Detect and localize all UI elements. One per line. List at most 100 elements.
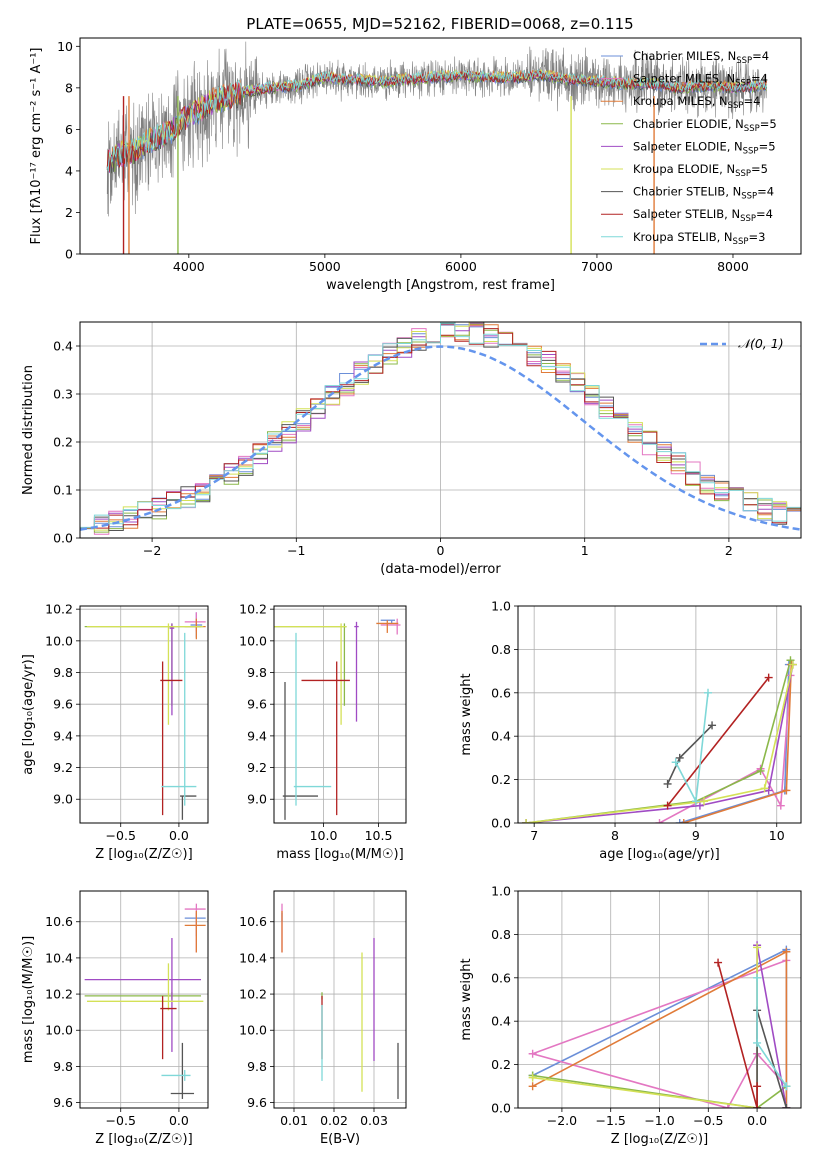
x-axis-label: Z [log₁₀(Z/Z☉)]	[95, 1132, 192, 1147]
weight-series-7	[666, 724, 713, 785]
x-tick-label: −0.5	[106, 828, 136, 843]
y-tick-label: 9.8	[53, 665, 73, 680]
weight-series-2	[659, 675, 792, 823]
y-tick-label: 0.6	[491, 685, 511, 700]
panel-mass-vs-Z: −0.5 0.0 9.6 9.8 10.0 10.2 10.4 10.6 Z [log₁₀(Z/…	[21, 890, 209, 1147]
weight-marker	[788, 660, 797, 669]
weight-series-4	[525, 660, 792, 823]
weight-marker	[756, 766, 765, 775]
weight-marker	[708, 721, 717, 730]
axes-frame	[79, 605, 209, 824]
x-tick-label: 0.0	[169, 828, 189, 843]
axes-frame	[517, 890, 802, 1109]
x-tick-label: −1	[287, 543, 305, 558]
y-tick-label: 0.2	[53, 435, 73, 450]
x-tick-label: 0.0	[747, 1113, 767, 1128]
y-tick-label: 0.4	[491, 1014, 511, 1029]
y-tick-label: 0.8	[491, 927, 511, 942]
x-tick-label: 5000	[309, 259, 341, 274]
x-tick-label: 1	[581, 543, 589, 558]
y-tick-label: 2	[65, 205, 73, 220]
y-tick-label: 0.2	[491, 772, 511, 787]
axes-frame	[79, 890, 209, 1109]
plot-area	[522, 656, 797, 823]
y-tick-label: 9.8	[247, 1059, 267, 1074]
weight-marker	[675, 753, 684, 762]
weight-series-8	[666, 677, 770, 807]
x-tick-label: 4000	[173, 259, 205, 274]
weight-marker	[714, 958, 723, 967]
weight-marker	[753, 1104, 762, 1108]
histogram-series-9	[80, 322, 801, 538]
y-tick-label: 1.0	[491, 599, 511, 614]
weight-marker	[782, 947, 791, 956]
x-tick-label: −1.5	[596, 1113, 626, 1128]
model-spectrum-9	[106, 68, 768, 171]
y-tick-label: 9.6	[247, 697, 267, 712]
weight-marker	[528, 1049, 537, 1058]
y-tick-label: 10.6	[45, 914, 73, 929]
axes-frame	[79, 321, 802, 539]
axes-frame	[517, 605, 802, 824]
y-tick-label: 9.6	[53, 697, 73, 712]
x-tick-label: 2	[725, 543, 733, 558]
y-tick-label: 10.2	[239, 987, 267, 1002]
y-axis-label: mass [log₁₀(M/M☉)]	[21, 936, 36, 1063]
y-tick-label: 8	[65, 80, 73, 95]
x-tick-label: 8	[611, 828, 619, 843]
weight-marker	[699, 797, 708, 806]
x-tick-label: 10	[769, 828, 785, 843]
weight-marker	[522, 819, 531, 823]
y-tick-label: 0.4	[53, 339, 73, 354]
panel-weight-vs-Z: −2.0 −1.5 −1.0 −0.5 0.0 0.0 0.2 0.4 0.6 0.8 1.0 Z […	[459, 884, 802, 1147]
weight-marker	[764, 673, 773, 682]
weight-marker	[655, 819, 664, 823]
x-tick-label: −1.0	[644, 1113, 674, 1128]
weight-series-5	[526, 664, 794, 823]
plot-area	[84, 903, 206, 1099]
weight-marker	[782, 1104, 791, 1108]
legend-entry: Kroupa MILES, NSSP=4	[633, 94, 760, 111]
weight-marker	[663, 779, 672, 788]
weight-series-6	[526, 664, 794, 823]
panel-weight-vs-age: 7 8 9 10 0.0 0.2 0.4 0.6 0.8 1.0 age [log₁₀(age/yr…	[459, 599, 802, 862]
weight-marker	[671, 758, 680, 767]
y-tick-label: 10	[57, 39, 73, 54]
weight-marker	[679, 819, 688, 823]
panel-spectrum: 4000 5000 6000 7000 8000 0 2 4 6 8 10 wavelength [A…	[29, 37, 802, 293]
y-tick-label: 9.4	[53, 728, 73, 743]
weight-marker	[675, 819, 684, 823]
x-tick-label: −2.0	[547, 1113, 577, 1128]
axes-frame	[79, 37, 802, 255]
weight-marker	[704, 688, 713, 697]
y-axis-label: mass weight	[459, 958, 474, 1040]
y-tick-label: 10.4	[45, 950, 73, 965]
x-tick-label: 0.01	[280, 1113, 308, 1128]
plot-area	[528, 941, 791, 1108]
x-tick-label: −0.5	[106, 1113, 136, 1128]
y-tick-label: 9.4	[247, 728, 267, 743]
weight-series-4	[532, 1074, 787, 1108]
panel-age-vs-mass: 10.0 10.5 9.0 9.2 9.4 9.6 9.8 10.0 10.2 mass [log…	[239, 602, 407, 862]
x-tick-label: 0	[437, 543, 445, 558]
plot-area	[281, 903, 399, 1099]
y-tick-label: 0.3	[53, 387, 73, 402]
weight-marker	[776, 801, 785, 810]
x-axis-label: Z [log₁₀(Z/Z☉)]	[95, 847, 192, 862]
weight-marker	[786, 656, 795, 665]
y-tick-label: 0.1	[53, 483, 73, 498]
y-tick-label: 0.4	[491, 729, 511, 744]
x-axis-label: (data-model)/error	[380, 562, 501, 577]
weight-marker	[753, 1082, 762, 1091]
x-tick-label: 10.5	[365, 828, 393, 843]
y-tick-label: 0.8	[491, 642, 511, 657]
x-tick-label: 9	[692, 828, 700, 843]
x-axis-label: age [log₁₀(age/yr)]	[599, 847, 720, 862]
legend-entry: Salpeter MILES, NSSP=4	[633, 72, 768, 89]
plot-area	[106, 41, 768, 254]
weight-marker	[753, 943, 762, 952]
y-tick-label: 9.8	[53, 1059, 73, 1074]
y-tick-label: 9.0	[247, 792, 267, 807]
y-tick-label: 10.2	[45, 987, 73, 1002]
y-tick-label: 10.0	[45, 633, 73, 648]
